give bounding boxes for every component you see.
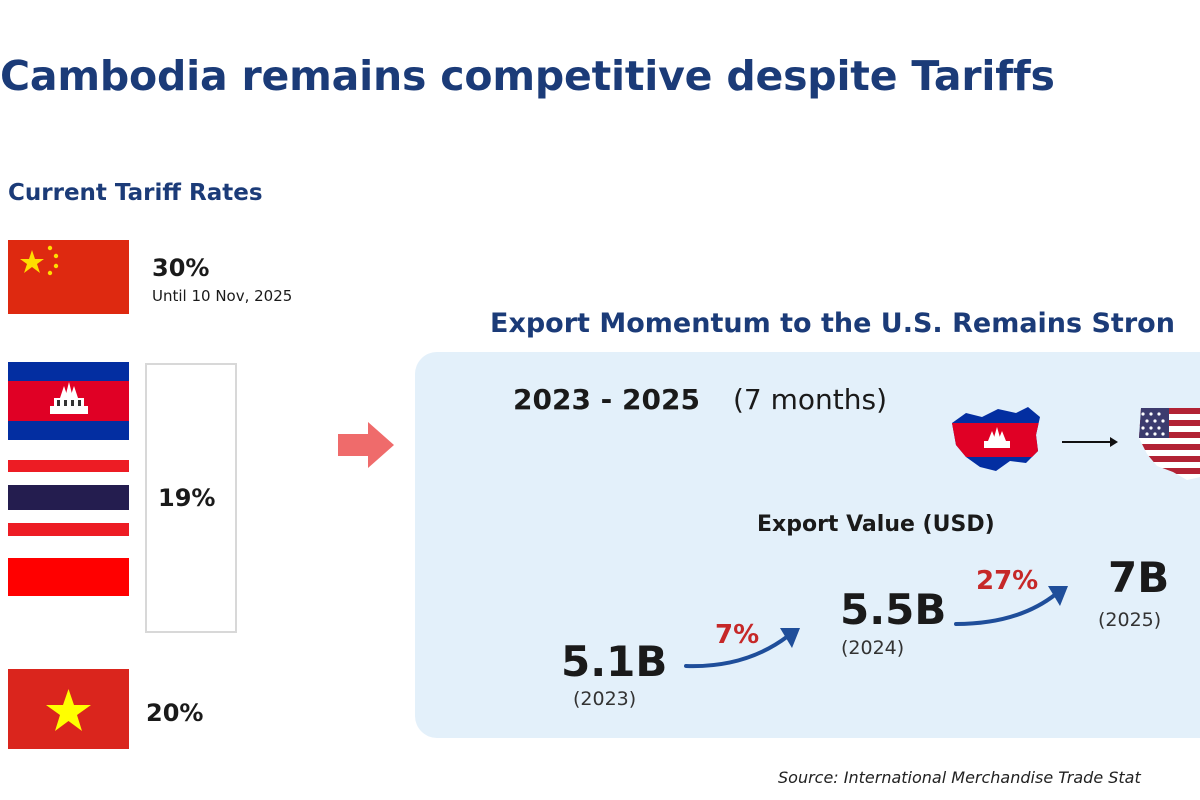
export-year-2023: (2023) bbox=[573, 688, 637, 710]
shared-tariff-rate: 19% bbox=[158, 484, 216, 512]
angkor-wat-icon bbox=[50, 382, 88, 414]
period-years: 2023 - 2025 bbox=[513, 383, 700, 416]
long-right-arrow-icon bbox=[1062, 437, 1118, 447]
vietnam-flag bbox=[8, 669, 129, 749]
page-title: Cambodia remains competitive despite Tar… bbox=[0, 52, 1055, 100]
thailand-flag bbox=[8, 460, 129, 536]
trend-arrow-icon bbox=[684, 628, 800, 669]
shared-rate-bracket bbox=[145, 363, 237, 633]
trend-arrow-icon bbox=[954, 586, 1068, 626]
export-section-title: Export Momentum to the U.S. Remains Stro… bbox=[490, 308, 1175, 339]
export-value-label: Export Value (USD) bbox=[757, 512, 995, 537]
usa-map-icon bbox=[1139, 408, 1200, 480]
tariff-section-heading: Current Tariff Rates bbox=[8, 180, 263, 206]
export-year-2025: (2025) bbox=[1098, 609, 1162, 631]
china-stars-icon bbox=[20, 245, 59, 276]
cambodia-map-icon bbox=[952, 407, 1040, 471]
china-tariff-note: Until 10 Nov, 2025 bbox=[152, 287, 293, 305]
vietnam-tariff-rate: 20% bbox=[146, 699, 204, 727]
china-tariff-rate: 30% bbox=[152, 254, 210, 282]
export-value-2024: 5.5B bbox=[840, 585, 947, 634]
china-flag bbox=[8, 240, 129, 314]
source-note: Source: International Merchandise Trade … bbox=[778, 768, 1141, 787]
growth-2023-2024: 7% bbox=[715, 620, 760, 650]
right-arrow-icon bbox=[338, 422, 394, 468]
export-value-2025: 7B bbox=[1108, 553, 1170, 602]
export-value-2023: 5.1B bbox=[561, 637, 668, 686]
export-panel bbox=[415, 352, 1200, 738]
cambodia-flag bbox=[8, 362, 129, 440]
export-year-2024: (2024) bbox=[841, 637, 905, 659]
growth-2024-2025: 27% bbox=[976, 566, 1039, 596]
vietnam-star-icon bbox=[46, 689, 91, 731]
indonesia-flag bbox=[8, 558, 129, 634]
period-note: (7 months) bbox=[733, 383, 888, 416]
